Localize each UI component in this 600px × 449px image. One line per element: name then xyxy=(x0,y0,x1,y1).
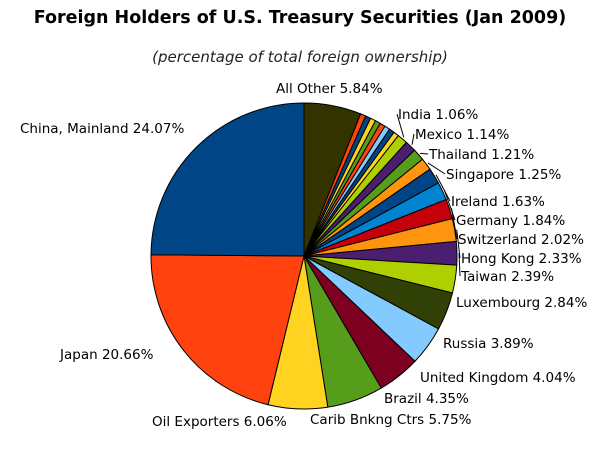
slice-label-luxembourg: Luxembourg 2.84% xyxy=(456,295,587,311)
pie-slice-japan xyxy=(150,254,305,406)
slice-labels: All Other 5.84% India 1.06% Mexico 1.14% Th… xyxy=(20,81,587,430)
slice-label-taiwan: Taiwan 2.39% xyxy=(460,269,554,285)
slice-label-singapore: Singapore 1.25% xyxy=(446,167,561,183)
slice-label-mexico: Mexico 1.14% xyxy=(415,127,509,143)
slice-label-ireland: Ireland 1.63% xyxy=(451,194,545,210)
slice-label-germany: Germany 1.84% xyxy=(456,213,565,229)
leader-line-switzerland xyxy=(451,208,458,240)
slice-label-india: India 1.06% xyxy=(398,107,478,123)
leader-line-mexico xyxy=(411,133,415,145)
slice-label-russia: Russia 3.89% xyxy=(443,336,534,352)
slice-label-united-kingdom: United Kingdom 4.04% xyxy=(420,370,576,386)
slice-label-china-mainland: China, Mainland 24.07% xyxy=(20,121,184,137)
slice-label-brazil: Brazil 4.35% xyxy=(384,391,469,407)
leader-line-taiwan xyxy=(458,253,461,277)
leader-line-singapore xyxy=(427,162,446,175)
leader-line-india xyxy=(396,113,405,138)
chart-title: Foreign Holders of U.S. Treasury Securit… xyxy=(33,8,567,28)
pie-slices xyxy=(150,102,458,410)
pie-slice-china-mainland xyxy=(150,102,305,257)
chart-subtitle: (percentage of total foreign ownership) xyxy=(152,48,448,66)
leader-line-ireland xyxy=(435,174,451,202)
leader-line-thailand xyxy=(420,152,429,155)
slice-label-carib-bnkng-ctrs: Carib Bnkng Ctrs 5.75% xyxy=(310,412,472,428)
slice-label-japan: Japan 20.66% xyxy=(59,347,154,363)
label-leader-lines xyxy=(396,113,461,277)
leader-line-germany xyxy=(443,190,456,221)
slice-label-switzerland: Switzerland 2.02% xyxy=(458,232,584,248)
slice-label-thailand: Thailand 1.21% xyxy=(428,147,534,163)
slice-label-hong-kong: Hong Kong 2.33% xyxy=(461,251,582,267)
slice-label-oil-exporters: Oil Exporters 6.06% xyxy=(152,414,287,430)
slice-label-all-other: All Other 5.84% xyxy=(276,81,383,97)
